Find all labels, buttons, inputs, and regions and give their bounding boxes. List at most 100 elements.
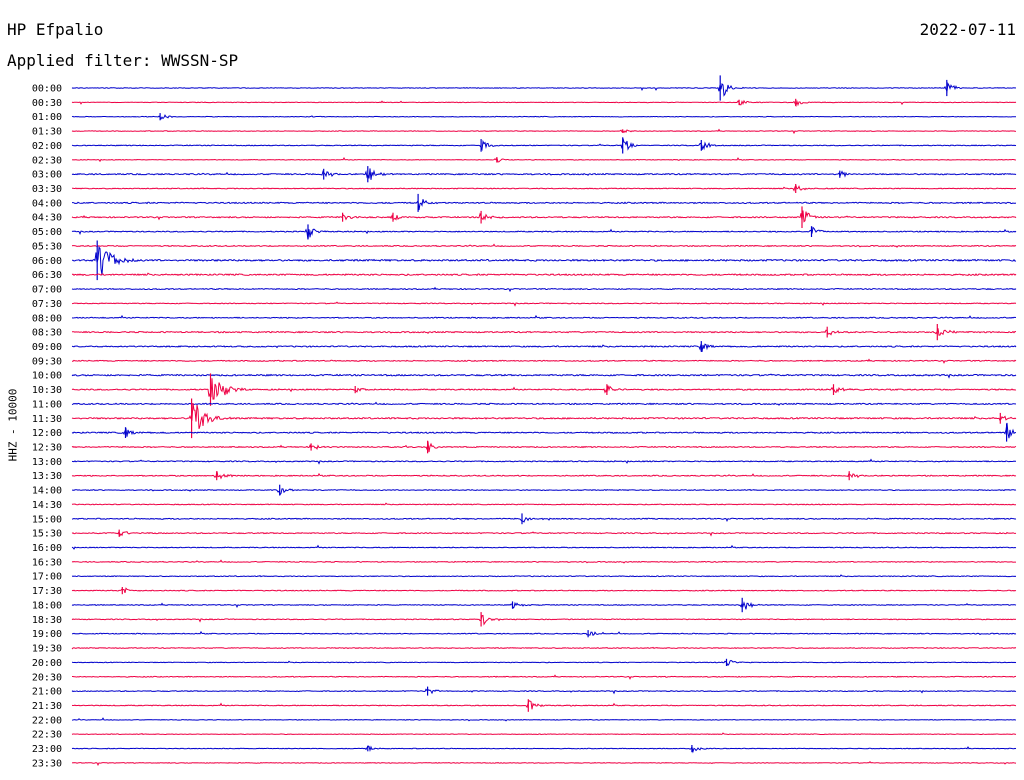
trace-label: 07:30 (32, 299, 62, 310)
trace-label: 09:30 (32, 356, 62, 367)
seismic-trace (71, 378, 1017, 400)
seismic-trace (71, 403, 1017, 429)
trace-label: 14:30 (32, 500, 62, 511)
trace-label: 15:00 (32, 514, 62, 525)
seismic-trace (71, 574, 1017, 578)
trace-label: 20:00 (32, 658, 62, 669)
trace-label: 03:30 (32, 184, 62, 195)
trace-label: 06:00 (32, 256, 62, 267)
trace-label: 09:00 (32, 342, 62, 353)
trace-label: 18:00 (32, 601, 62, 612)
trace-label: 19:00 (32, 629, 62, 640)
trace-label: 08:00 (32, 313, 62, 324)
trace-label: 11:00 (32, 399, 62, 410)
trace-label: 15:30 (32, 529, 62, 540)
trace-label: 23:00 (32, 744, 62, 755)
trace-label: 10:30 (32, 385, 62, 396)
seismic-trace (71, 128, 1017, 135)
trace-label: 12:00 (32, 428, 62, 439)
seismic-trace (71, 659, 1017, 667)
trace-label: 03:00 (32, 170, 62, 181)
seismic-trace (71, 530, 1017, 537)
trace-label: 00:00 (32, 84, 62, 95)
trace-label: 23:30 (32, 758, 62, 769)
seismic-trace (71, 210, 1017, 223)
seismic-trace (71, 114, 1016, 120)
seismic-trace (71, 138, 1017, 152)
trace-label: 02:00 (32, 141, 62, 152)
trace-label: 16:30 (32, 557, 62, 568)
station-title: HP Efpalio (7, 20, 104, 39)
trace-label: 13:30 (32, 471, 62, 482)
seismic-trace (72, 245, 1017, 276)
trace-label: 04:00 (32, 198, 62, 209)
seismic-trace (71, 760, 1017, 767)
seismic-trace (71, 502, 1016, 506)
trace-label: 01:00 (32, 112, 62, 123)
trace-label: 16:00 (32, 543, 62, 554)
trace-label: 11:30 (32, 414, 62, 425)
date-label: 2022-07-11 (919, 20, 1016, 39)
seismic-trace (71, 226, 1017, 240)
seismic-trace (72, 488, 1017, 496)
seismic-trace (71, 700, 1017, 710)
trace-label: 01:30 (32, 127, 62, 138)
trace-label: 19:30 (32, 644, 62, 655)
trace-label: 13:00 (32, 457, 62, 468)
filter-label: Applied filter: WWSSN-SP (7, 51, 239, 70)
seismic-trace (72, 199, 1017, 211)
seismic-trace (71, 99, 1017, 108)
seismic-trace (71, 422, 1016, 439)
seismic-trace (71, 373, 1017, 379)
seismic-trace (71, 717, 1017, 722)
seismic-trace (71, 471, 1017, 480)
trace-label: 12:30 (32, 443, 62, 454)
trace-label: 05:00 (32, 227, 62, 238)
seismic-trace (71, 601, 1017, 610)
seismic-trace (71, 156, 1017, 163)
seismic-trace (71, 517, 1017, 523)
seismic-trace (71, 441, 1017, 453)
seismic-trace (71, 688, 1017, 695)
seismic-trace (71, 272, 1017, 277)
trace-label: 22:30 (32, 730, 62, 741)
seismic-trace (71, 458, 1016, 465)
trace-label: 06:30 (32, 270, 62, 281)
seismic-trace (71, 328, 1017, 336)
seismic-trace (71, 544, 1017, 550)
seismic-trace (71, 559, 1016, 564)
seismic-trace (71, 286, 1017, 293)
seismic-trace (72, 674, 1017, 680)
seismic-trace (71, 184, 1017, 192)
trace-label: 07:00 (32, 285, 62, 296)
trace-label: 10:00 (32, 371, 62, 382)
trace-label: 00:30 (32, 98, 62, 109)
trace-label: 21:30 (32, 701, 62, 712)
trace-label: 21:00 (32, 687, 62, 698)
seismic-trace (71, 745, 1017, 754)
trace-label: 14:00 (32, 486, 62, 497)
trace-label: 17:00 (32, 572, 62, 583)
seismic-trace (71, 243, 1017, 248)
trace-label: 18:30 (32, 615, 62, 626)
trace-label: 08:30 (32, 328, 62, 339)
seismic-trace (71, 314, 1017, 319)
seismic-trace (71, 343, 1017, 352)
trace-label: 02:30 (32, 155, 62, 166)
seismic-trace (71, 646, 1017, 650)
trace-label: 20:30 (32, 672, 62, 683)
seismic-trace (71, 587, 1017, 594)
seismic-trace (71, 614, 1017, 626)
seismic-trace (71, 401, 1017, 406)
seismic-trace (71, 630, 1017, 636)
seismic-trace (71, 82, 1017, 97)
seismic-trace (71, 732, 1017, 736)
trace-label: 17:30 (32, 586, 62, 597)
seismic-trace (71, 301, 1017, 307)
trace-label: 05:30 (32, 242, 62, 253)
trace-label: 04:30 (32, 213, 62, 224)
seismic-trace (71, 168, 1017, 180)
seismic-trace (72, 358, 1017, 364)
trace-label: 22:00 (32, 715, 62, 726)
